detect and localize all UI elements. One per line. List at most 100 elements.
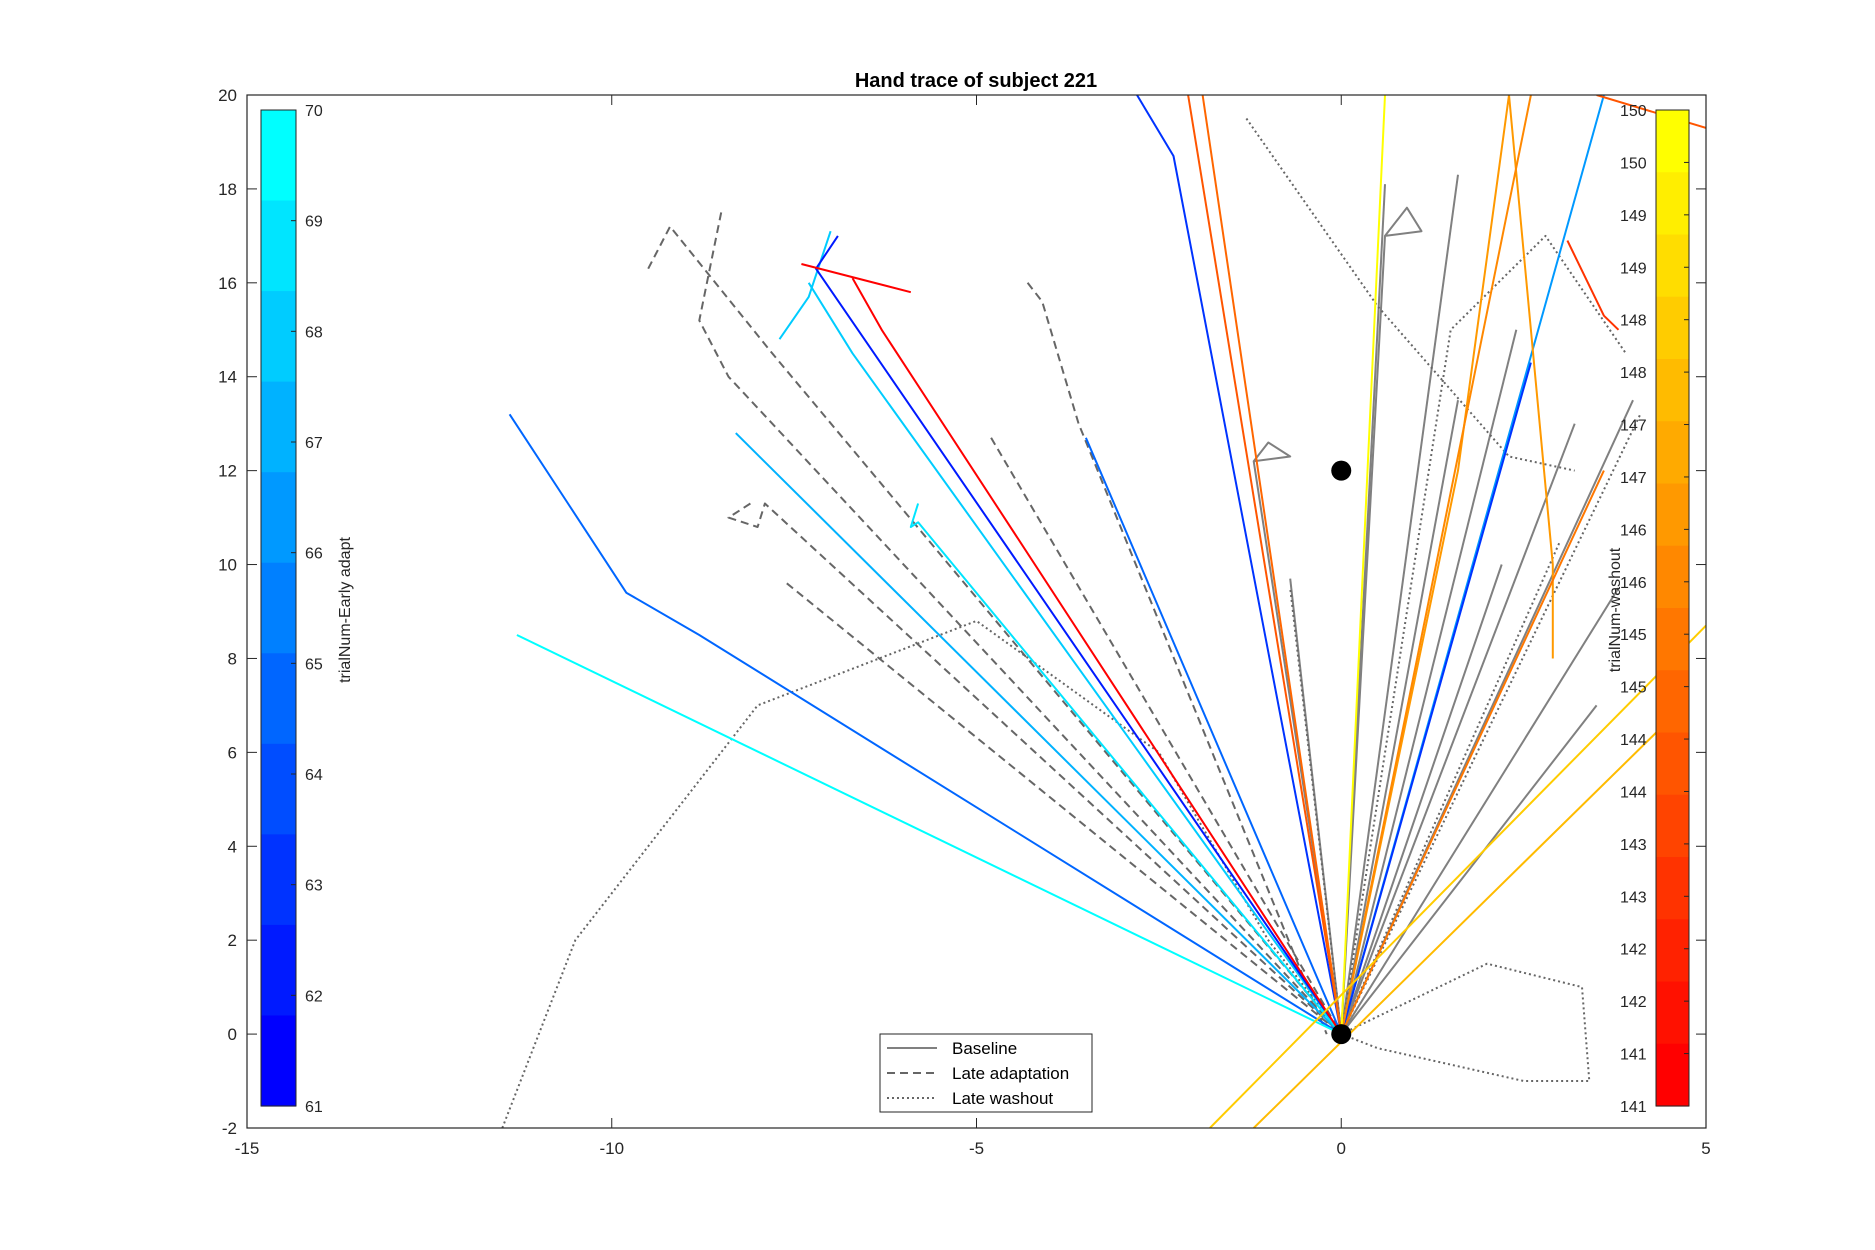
colorbar-left-swatch-9	[261, 924, 296, 1017]
colorbar-right-tick-label-9: 146	[1620, 575, 1647, 592]
colorbar-right-tick-label-16: 142	[1620, 942, 1647, 959]
trace-washout-46	[1252, 718, 1671, 1128]
y-tick-label-16: 16	[218, 274, 237, 293]
colorbar-right-tick-label-12: 144	[1620, 732, 1647, 749]
colorbar-right-swatch-4	[1656, 359, 1689, 422]
y-tick-label-20: 20	[218, 86, 237, 105]
colorbar-left-swatch-2	[261, 291, 296, 383]
trace-washout-45	[1209, 624, 1706, 1128]
trace-washout-42	[1340, 95, 1532, 1035]
colorbar-right-swatch-1	[1656, 172, 1689, 236]
colorbar-right-tick-label-17: 142	[1620, 994, 1647, 1011]
colorbar-left-label: trialNum-Early adapt	[337, 537, 354, 683]
trace-early-adapt-25	[508, 413, 1342, 1035]
y-tick-label-6: 6	[228, 743, 237, 762]
colorbar-washout: 150 150 149 149 148 148 147 147 146 146 145 145 144 1…	[1620, 103, 1690, 1116]
y-tick-label-10: 10	[218, 556, 237, 575]
trace-early-adapt-32	[1136, 95, 1343, 1035]
trace-washout-37	[851, 277, 1343, 1035]
trace-baseline-1	[1340, 206, 1423, 1035]
colorbar-left-swatch-6	[261, 653, 296, 745]
y-tick-label--2: -2	[222, 1119, 237, 1138]
colorbar-right-swatch-11	[1656, 794, 1689, 858]
colorbar-left-tick-label-7: 63	[305, 878, 323, 895]
colorbar-right-swatch-0	[1656, 110, 1689, 173]
marker-target	[1331, 460, 1352, 481]
colorbar-right-tick-label-13: 144	[1620, 784, 1647, 801]
colorbar-right-swatch-13	[1656, 919, 1689, 983]
trace-late-adaptation-12	[647, 225, 1343, 1035]
colorbar-right-tick-label-8: 146	[1620, 522, 1647, 539]
traces	[501, 95, 1706, 1128]
trace-washout-40	[1201, 95, 1343, 1035]
colorbar-right-tick-label-15: 143	[1620, 889, 1647, 906]
trace-baseline-4	[1340, 329, 1518, 1035]
trace-early-adapt-28	[807, 282, 1343, 1035]
colorbar-left-tick-label-6: 64	[305, 767, 323, 784]
trace-late-washout-19	[1340, 962, 1591, 1082]
trace-baseline-10	[1340, 174, 1459, 1035]
trace-late-adaptation-16	[727, 502, 1342, 1035]
colorbar-left-tick-label-1: 69	[305, 214, 323, 231]
colorbar-right-swatch-8	[1656, 608, 1689, 671]
trace-late-washout-18	[501, 619, 1343, 1128]
chart-title: Hand trace of subject 221	[855, 70, 1097, 92]
trace-washout-36	[801, 263, 912, 294]
trace-washout-43	[1340, 470, 1605, 1035]
trace-late-washout-20	[1340, 234, 1627, 1035]
colorbar-left-swatch-4	[261, 472, 296, 564]
trace-baseline-3	[1340, 400, 1459, 1035]
colorbar-left-swatch-3	[261, 381, 296, 473]
colorbar-right-swatch-5	[1656, 421, 1689, 485]
trace-washout-39	[1187, 95, 1343, 1035]
marker-start	[1331, 1024, 1352, 1045]
colorbar-left-swatch-5	[261, 562, 296, 654]
x-tick-label--15: -15	[235, 1139, 260, 1158]
colorbar-right-tick-label-7: 147	[1620, 470, 1647, 487]
colorbar-right-swatch-9	[1656, 670, 1689, 734]
y-tick-label-8: 8	[228, 649, 237, 668]
trace-early-adapt-31	[909, 503, 1343, 1035]
trace-late-adaptation-13	[698, 212, 1343, 1035]
colorbar-left-tick-label-3: 67	[305, 435, 323, 452]
colorbar-left-tick-label-5: 65	[305, 656, 323, 673]
colorbar-left-tick-label-4: 66	[305, 546, 323, 563]
colorbar-left-tick-label-2: 68	[305, 324, 323, 341]
colorbar-right-tick-label-1: 150	[1620, 155, 1647, 172]
y-tick-label-4: 4	[228, 837, 237, 856]
x-tick-label-5: 5	[1701, 1139, 1710, 1158]
colorbar-right-tick-label-14: 143	[1620, 837, 1647, 854]
trace-late-adaptation-17	[786, 582, 1342, 1035]
trace-washout-44	[1340, 95, 1386, 1035]
colorbar-right-swatch-10	[1656, 732, 1689, 796]
legend-label-late-washout: Late washout	[952, 1089, 1053, 1108]
y-tick-label-14: 14	[218, 368, 237, 387]
colorbar-left-swatch-1	[261, 200, 296, 292]
legend-label-baseline: Baseline	[952, 1039, 1017, 1058]
colorbar-right-swatch-12	[1656, 857, 1689, 920]
plot-background	[247, 95, 1706, 1128]
trace-early-adapt-26	[516, 634, 1342, 1036]
colorbar-right-tick-label-18: 141	[1620, 1047, 1647, 1064]
legend-label-late-adaptation: Late adaptation	[952, 1064, 1069, 1083]
trace-early-adapt-30	[735, 432, 1343, 1035]
trace-early-adapt-27	[778, 230, 832, 340]
trace-baseline-8	[1340, 704, 1598, 1035]
colorbar-right-tick-label-3: 149	[1620, 260, 1647, 277]
colorbar-left-swatch-10	[261, 1015, 296, 1107]
colorbar-left-swatch-0	[261, 110, 296, 202]
x-tick-label-0: 0	[1337, 1139, 1346, 1158]
trace-baseline-5	[1340, 423, 1576, 1035]
colorbar-right-swatch-15	[1656, 1043, 1689, 1107]
colorbar-right-tick-label-4: 148	[1620, 313, 1647, 330]
trace-washout-41	[1340, 95, 1554, 1035]
colorbar-right-tick-label-19: 141	[1620, 1099, 1647, 1116]
y-tick-label-0: 0	[228, 1025, 237, 1044]
y-tick-label-18: 18	[218, 180, 237, 199]
colorbar-early-adapt: 70 69 68 67 66 65 64 63 62 61	[260, 103, 323, 1116]
colorbar-right-tick-label-0: 150	[1620, 103, 1647, 120]
x-tick-label--5: -5	[969, 1139, 984, 1158]
colorbar-right-label: trialNum-washout	[1607, 547, 1624, 672]
